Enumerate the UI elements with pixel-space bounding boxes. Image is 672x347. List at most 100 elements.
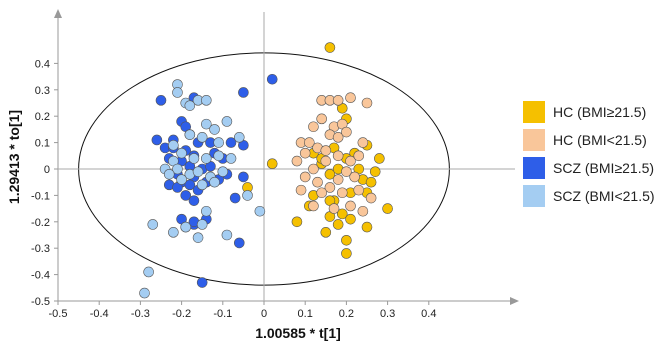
data-point [213, 137, 224, 148]
legend-label: SCZ (BMI<21.5) [553, 188, 655, 204]
data-point [320, 145, 332, 156]
data-point [201, 205, 212, 217]
y-tick-label: 0.1 [35, 138, 50, 150]
data-point [299, 171, 311, 183]
data-point [155, 95, 167, 106]
y-tick-label: 0 [44, 164, 50, 176]
data-point [201, 95, 212, 106]
series-1 [291, 92, 377, 217]
data-point [184, 179, 196, 191]
data-point [299, 147, 311, 159]
data-point [308, 121, 319, 133]
data-point [233, 132, 245, 143]
data-point [328, 203, 340, 214]
data-point [184, 129, 196, 140]
data-point [229, 192, 241, 204]
data-point [176, 147, 187, 159]
data-point [225, 137, 237, 148]
data-point [382, 203, 393, 214]
data-point [336, 208, 348, 220]
data-point [361, 221, 373, 233]
data-point [266, 73, 278, 85]
x-tick-label: 0.2 [339, 308, 354, 320]
data-point [320, 155, 332, 167]
x-tick-label: -0.1 [213, 308, 232, 320]
data-point [238, 87, 249, 98]
data-point [291, 155, 303, 167]
x-tick-label: 0.1 [298, 308, 313, 320]
data-point [336, 187, 348, 199]
data-point [324, 182, 336, 193]
x-tick-label: 0.3 [380, 308, 395, 320]
data-point [341, 126, 352, 138]
tick-marks: -0.5 -0.4 -0.3 -0.2 -0.1 0 0.1 0.2 0.3 0.4 0.4 0.3 0… [31, 58, 436, 320]
data-point [332, 174, 344, 185]
data-point [374, 153, 385, 164]
x-axis-arrow [510, 297, 519, 305]
data-point [139, 287, 150, 299]
data-point [308, 163, 319, 175]
series-3 [139, 79, 266, 299]
legend-label: SCZ (BMI≥21.5) [553, 160, 655, 176]
data-point [345, 92, 356, 104]
data-points [139, 42, 393, 299]
y-tick-label: -0.2 [31, 217, 50, 229]
data-point [209, 124, 220, 135]
data-point [168, 227, 179, 238]
legend: HC (BMI≥21.5) HC (BMI<21.5) SCZ (BMI≥21.… [523, 98, 655, 210]
x-tick-label: 0.4 [421, 308, 436, 320]
y-tick-label: -0.5 [31, 296, 50, 308]
data-point [172, 163, 183, 175]
data-point [201, 118, 212, 130]
data-point [238, 171, 249, 183]
y-tick-label: 0.3 [35, 85, 50, 97]
data-point [184, 100, 196, 111]
data-point [242, 190, 253, 201]
data-point [176, 174, 187, 185]
data-point [213, 150, 224, 162]
data-point [357, 205, 369, 217]
data-point [196, 179, 208, 191]
y-tick-label: -0.4 [31, 270, 50, 282]
x-tick-label: -0.2 [172, 308, 191, 320]
data-point [163, 168, 175, 180]
data-point [196, 277, 208, 288]
data-point [217, 166, 229, 177]
x-tick-label: -0.3 [131, 308, 150, 320]
data-point [168, 139, 179, 151]
legend-swatch [523, 157, 545, 179]
data-point [316, 187, 327, 199]
legend-swatch [523, 185, 545, 207]
data-point [151, 134, 163, 146]
y-axis-arrow [54, 9, 62, 18]
data-point [324, 168, 336, 180]
data-point [196, 219, 208, 230]
data-point [266, 158, 278, 170]
data-point [180, 221, 192, 233]
x-tick-label: 0 [261, 308, 267, 320]
data-point [308, 200, 319, 212]
data-point [196, 132, 208, 143]
data-point [147, 219, 159, 230]
y-tick-label: 0.4 [35, 58, 50, 70]
data-point [312, 176, 323, 188]
data-point [361, 97, 373, 109]
data-point [304, 137, 315, 148]
data-point [172, 87, 183, 98]
data-point [345, 155, 356, 167]
data-point [332, 150, 344, 162]
y-tick-label: 0.2 [35, 111, 50, 123]
legend-swatch [523, 129, 545, 151]
x-tick-label: -0.5 [49, 308, 68, 320]
data-point [233, 237, 245, 249]
data-point [357, 137, 369, 148]
data-point [353, 184, 365, 196]
legend-item-hc-high: HC (BMI≥21.5) [523, 98, 655, 126]
data-point [324, 42, 336, 53]
legend-item-hc-low: HC (BMI<21.5) [523, 126, 655, 154]
data-point [341, 166, 352, 177]
data-point [225, 153, 237, 164]
y-axis-title: 1.29413 * to[1] [6, 110, 22, 204]
data-point [192, 166, 204, 177]
